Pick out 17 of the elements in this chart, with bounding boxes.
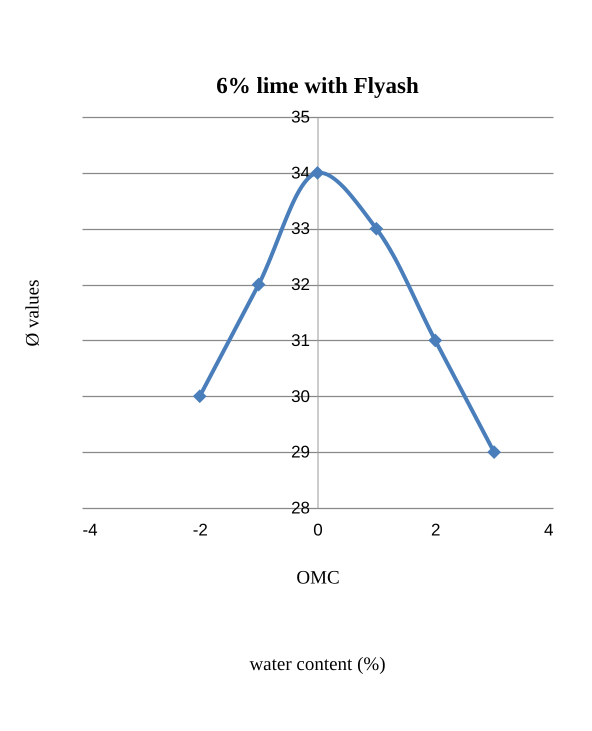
y-axis-title: Ø values bbox=[22, 279, 44, 347]
x-tick-label: 2 bbox=[431, 520, 440, 540]
y-tick-label: 31 bbox=[291, 330, 310, 350]
text: water content (%) bbox=[249, 654, 386, 675]
y-tick-label: 34 bbox=[291, 163, 310, 182]
x-tick-label: 4 bbox=[544, 520, 554, 540]
x-tick-label: -4 bbox=[82, 520, 98, 540]
x-tick-label: 0 bbox=[313, 520, 323, 540]
x-tick-label: -2 bbox=[192, 520, 208, 540]
y-tick-label: 33 bbox=[291, 219, 310, 238]
x-axis-title: OMC bbox=[296, 568, 340, 588]
y-tick-label: 32 bbox=[291, 275, 310, 294]
y-tick-label: 35 bbox=[291, 108, 310, 126]
y-tick-label: 30 bbox=[291, 386, 310, 406]
chart-title: 6% lime with Flyash bbox=[216, 73, 419, 98]
y-tick-label: 29 bbox=[291, 442, 310, 462]
y-tick-label: 28 bbox=[291, 498, 310, 518]
